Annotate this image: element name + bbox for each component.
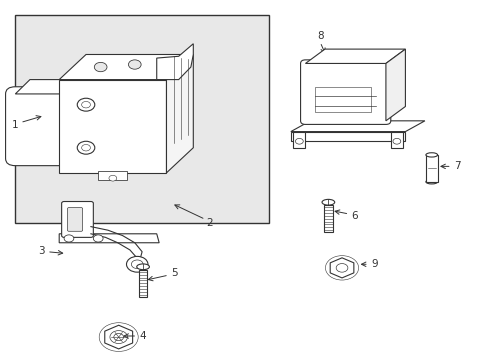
Circle shape [81, 144, 90, 151]
Circle shape [131, 260, 143, 269]
Text: 1: 1 [12, 120, 19, 130]
Bar [98, 171, 127, 180]
Circle shape [77, 141, 95, 154]
Ellipse shape [322, 199, 334, 205]
Circle shape [335, 264, 347, 272]
Polygon shape [385, 49, 405, 121]
Circle shape [109, 175, 117, 181]
Circle shape [64, 235, 74, 242]
Bar [324, 205, 332, 232]
Circle shape [392, 138, 400, 144]
FancyBboxPatch shape [61, 202, 93, 237]
Circle shape [295, 138, 303, 144]
Text: 4: 4 [139, 331, 146, 341]
Polygon shape [15, 80, 93, 94]
Circle shape [81, 102, 90, 108]
Polygon shape [290, 121, 424, 132]
Text: 7: 7 [453, 161, 460, 171]
Circle shape [128, 60, 141, 69]
Bar [425, 155, 437, 182]
Text: 3: 3 [38, 246, 45, 256]
Bar [59, 80, 166, 173]
FancyBboxPatch shape [300, 60, 390, 125]
Bar [293, 132, 305, 148]
Polygon shape [59, 234, 159, 243]
Bar [390, 132, 402, 148]
Ellipse shape [425, 180, 437, 184]
Circle shape [94, 62, 107, 72]
Bar [290, 132, 405, 140]
Circle shape [77, 98, 95, 111]
Text: 2: 2 [206, 218, 212, 228]
Text: 5: 5 [170, 268, 177, 278]
Ellipse shape [137, 264, 149, 270]
Bar [139, 270, 147, 297]
Polygon shape [59, 54, 193, 80]
Text: 9: 9 [370, 259, 377, 269]
Bar [15, 15, 268, 223]
Polygon shape [157, 44, 193, 80]
Polygon shape [166, 54, 193, 173]
Ellipse shape [425, 153, 437, 157]
FancyBboxPatch shape [67, 208, 82, 231]
Text: 8: 8 [317, 31, 324, 41]
Polygon shape [305, 49, 405, 63]
Circle shape [93, 235, 103, 242]
Text: 6: 6 [350, 211, 357, 221]
Bar [315, 87, 370, 112]
FancyBboxPatch shape [5, 87, 88, 166]
Circle shape [126, 256, 148, 272]
